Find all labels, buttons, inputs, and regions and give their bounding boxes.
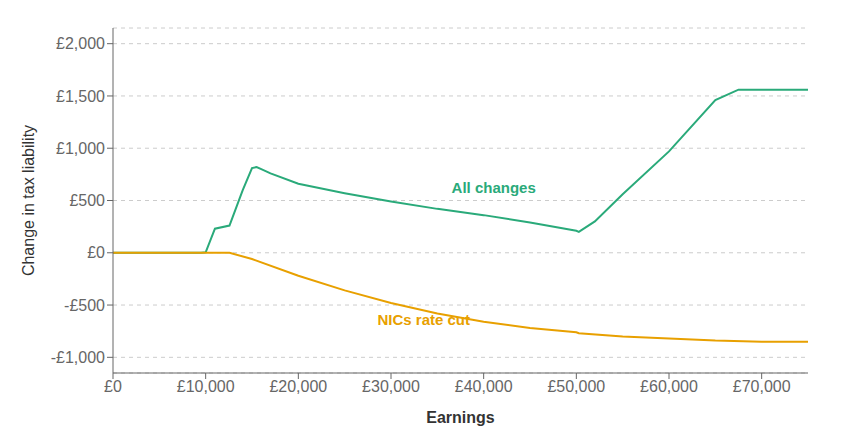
- svg-text:£500: £500: [69, 192, 105, 209]
- svg-text:£30,000: £30,000: [362, 378, 420, 395]
- svg-text:£2,000: £2,000: [56, 35, 105, 52]
- svg-text:NICs rate cut: NICs rate cut: [377, 311, 470, 328]
- svg-text:£10,000: £10,000: [177, 378, 235, 395]
- svg-text:£60,000: £60,000: [640, 378, 698, 395]
- svg-text:-£1,000: -£1,000: [51, 349, 105, 366]
- svg-text:£1,000: £1,000: [56, 140, 105, 157]
- svg-text:All changes: All changes: [452, 179, 536, 196]
- svg-text:Earnings: Earnings: [426, 409, 495, 426]
- svg-text:Change in tax liability: Change in tax liability: [20, 125, 37, 276]
- svg-text:£70,000: £70,000: [733, 378, 791, 395]
- svg-text:-£500: -£500: [64, 297, 105, 314]
- svg-text:£1,500: £1,500: [56, 88, 105, 105]
- svg-text:£20,000: £20,000: [269, 378, 327, 395]
- svg-text:£0: £0: [104, 378, 122, 395]
- svg-text:£40,000: £40,000: [455, 378, 513, 395]
- svg-text:£0: £0: [87, 244, 105, 261]
- svg-text:£50,000: £50,000: [547, 378, 605, 395]
